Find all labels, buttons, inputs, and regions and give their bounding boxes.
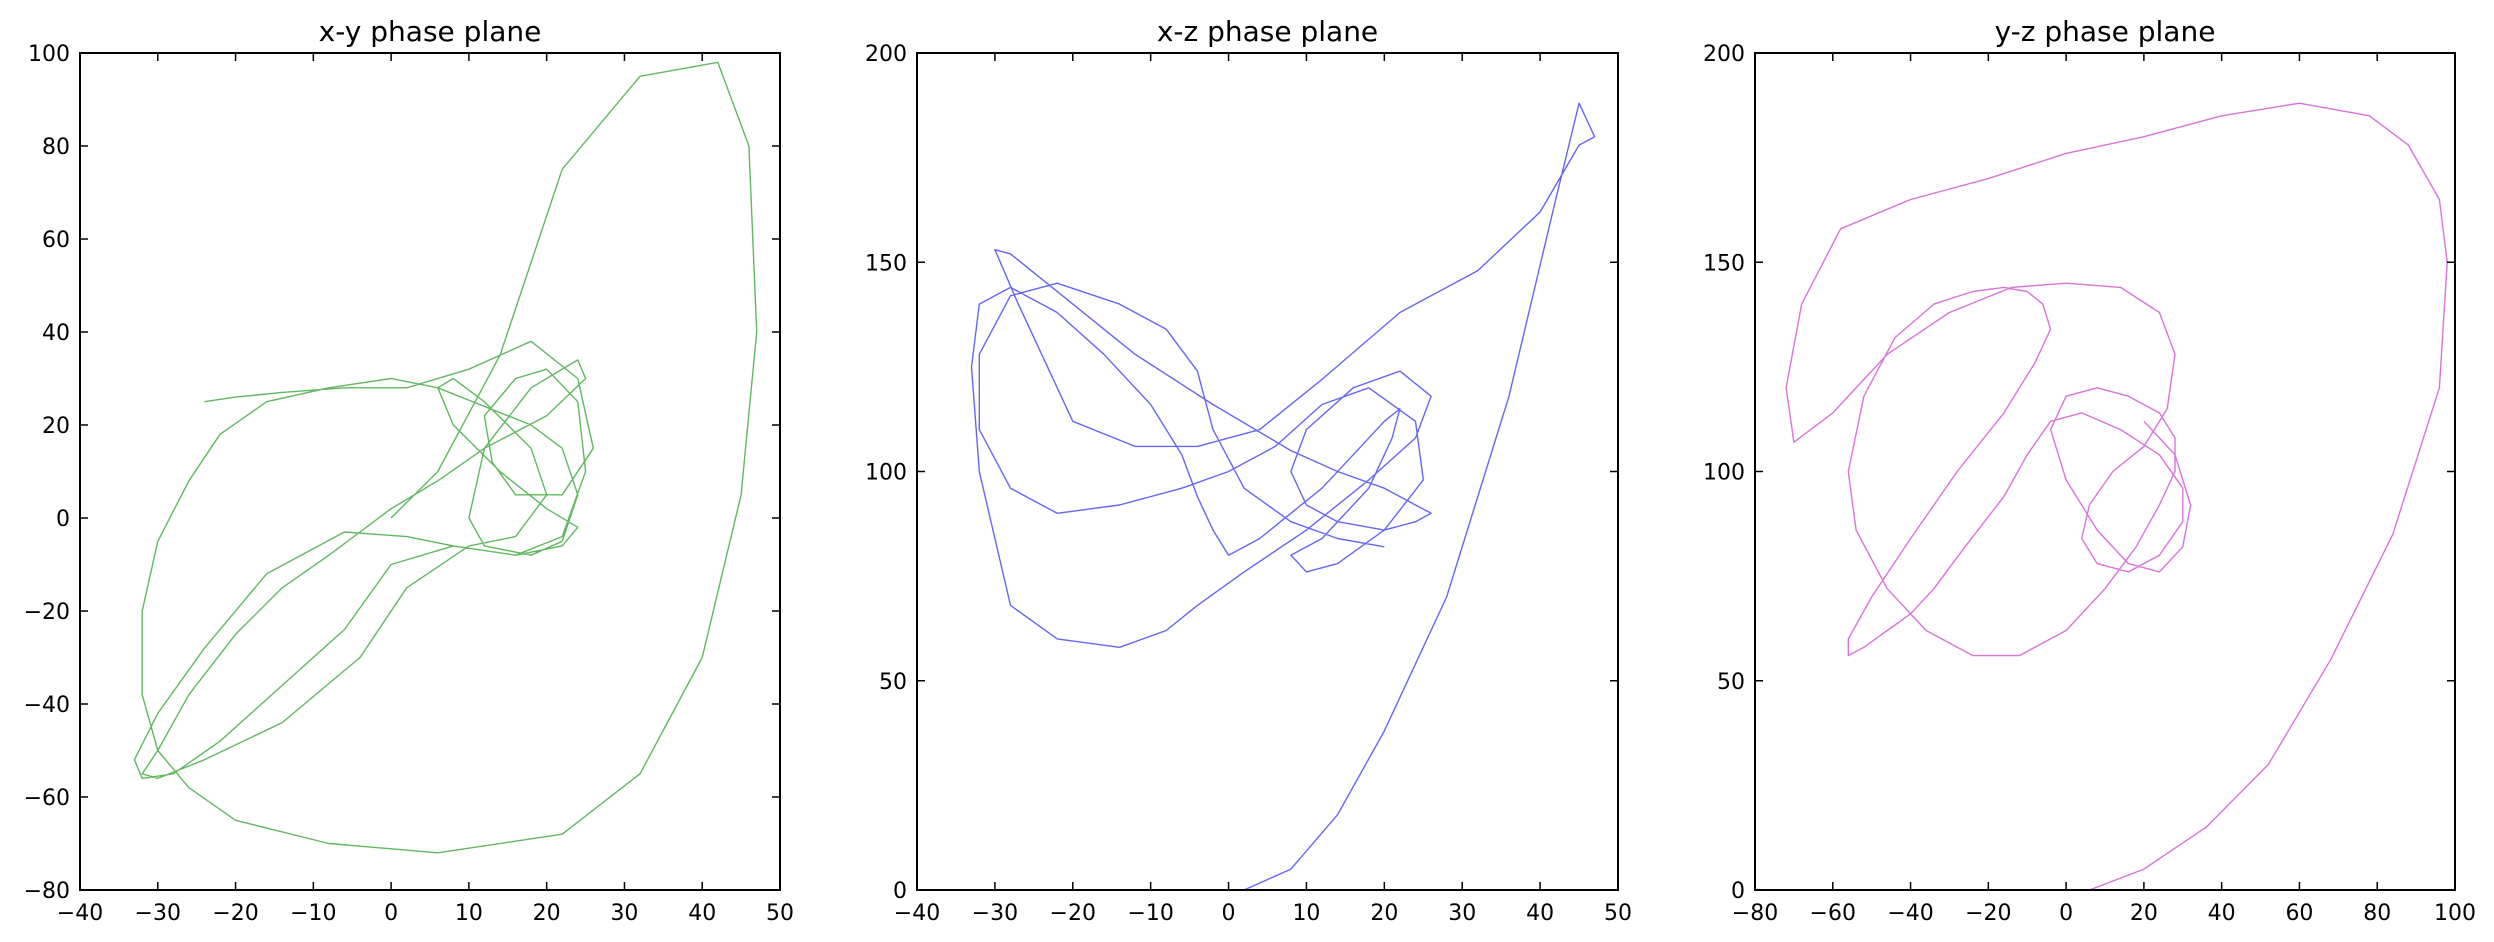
yz-phase-plane-panel: y-z phase plane −80 −60 −40 −20 0 20 40 60 80 100 0…: [1703, 15, 2476, 926]
trajectory-series-line: [1785, 102, 2448, 890]
x-tick-label: 10: [455, 901, 483, 926]
x-tick-label: 60: [2285, 901, 2313, 926]
xz-phase-plane-panel: x-z phase plane −40 −30 −20 −10 0 10 20 30 40 50 0 5…: [865, 15, 1632, 926]
x-tick-label: −10: [1127, 901, 1173, 926]
y-tick-label: −80: [24, 879, 70, 904]
x-tick-label: −40: [894, 901, 940, 926]
x-tick-label: 20: [533, 901, 561, 926]
y-tick-label: 0: [56, 507, 70, 532]
x-tick-label: 0: [384, 901, 398, 926]
y-tick-label: 50: [879, 670, 907, 695]
y-tick-label: 20: [42, 414, 70, 439]
y-tick-label: 60: [42, 228, 70, 253]
y-tick-label: 80: [42, 135, 70, 160]
x-tick-label: 10: [1292, 901, 1320, 926]
x-tick-label: 100: [2434, 901, 2476, 926]
x-tick-label: 40: [688, 901, 716, 926]
x-tick-label: −20: [212, 901, 258, 926]
axes-frame: [1754, 52, 2456, 891]
x-tick-label: −40: [1887, 901, 1933, 926]
x-tick-label: −20: [1050, 901, 1096, 926]
trajectory-series-line: [970, 102, 1596, 890]
x-tick-label: 30: [610, 901, 638, 926]
x-tick-label: 0: [2059, 901, 2073, 926]
x-tick-label: 50: [766, 901, 794, 926]
x-tick-label: −60: [1810, 901, 1856, 926]
y-tick-label: −40: [24, 693, 70, 718]
y-tick-label: 0: [1731, 879, 1745, 904]
panel-title: y-z phase plane: [1995, 15, 2216, 48]
xy-phase-plane-panel: x-y phase plane −40 −30 −20 −10 0 10 20 30 40 50 −8…: [24, 15, 794, 926]
y-tick-label: 200: [1703, 42, 1745, 67]
x-tick-label: 40: [2208, 901, 2236, 926]
x-tick-label: −10: [290, 901, 336, 926]
y-tick-label: −20: [24, 600, 70, 625]
x-tick-label: 40: [1526, 901, 1554, 926]
y-tick-label: 150: [1703, 251, 1745, 276]
x-tick-label: −30: [972, 901, 1018, 926]
y-tick-label: 100: [1703, 461, 1745, 486]
x-tick-label: 30: [1448, 901, 1476, 926]
x-tick-label: 0: [1222, 901, 1236, 926]
x-tick-label: 50: [1604, 901, 1632, 926]
x-tick-label: −30: [135, 901, 181, 926]
x-tick-label: 20: [1370, 901, 1398, 926]
x-tick-label: 80: [2363, 901, 2391, 926]
y-tick-label: 0: [893, 879, 907, 904]
axes-frame: [916, 52, 1619, 891]
y-tick-label: 50: [1717, 670, 1745, 695]
x-tick-label: −20: [1965, 901, 2011, 926]
trajectory-series-line: [133, 61, 758, 854]
x-tick-label: −80: [1732, 901, 1778, 926]
panel-title: x-z phase plane: [1157, 15, 1378, 48]
axes-frame: [79, 52, 781, 891]
y-tick-label: −60: [24, 786, 70, 811]
y-tick-label: 150: [865, 251, 907, 276]
y-tick-label: 200: [865, 42, 907, 67]
panel-title: x-y phase plane: [319, 15, 542, 48]
x-tick-label: −40: [57, 901, 103, 926]
y-tick-label: 100: [28, 42, 70, 67]
y-tick-label: 100: [865, 461, 907, 486]
y-tick-label: 40: [42, 321, 70, 346]
x-tick-label: 20: [2130, 901, 2158, 926]
